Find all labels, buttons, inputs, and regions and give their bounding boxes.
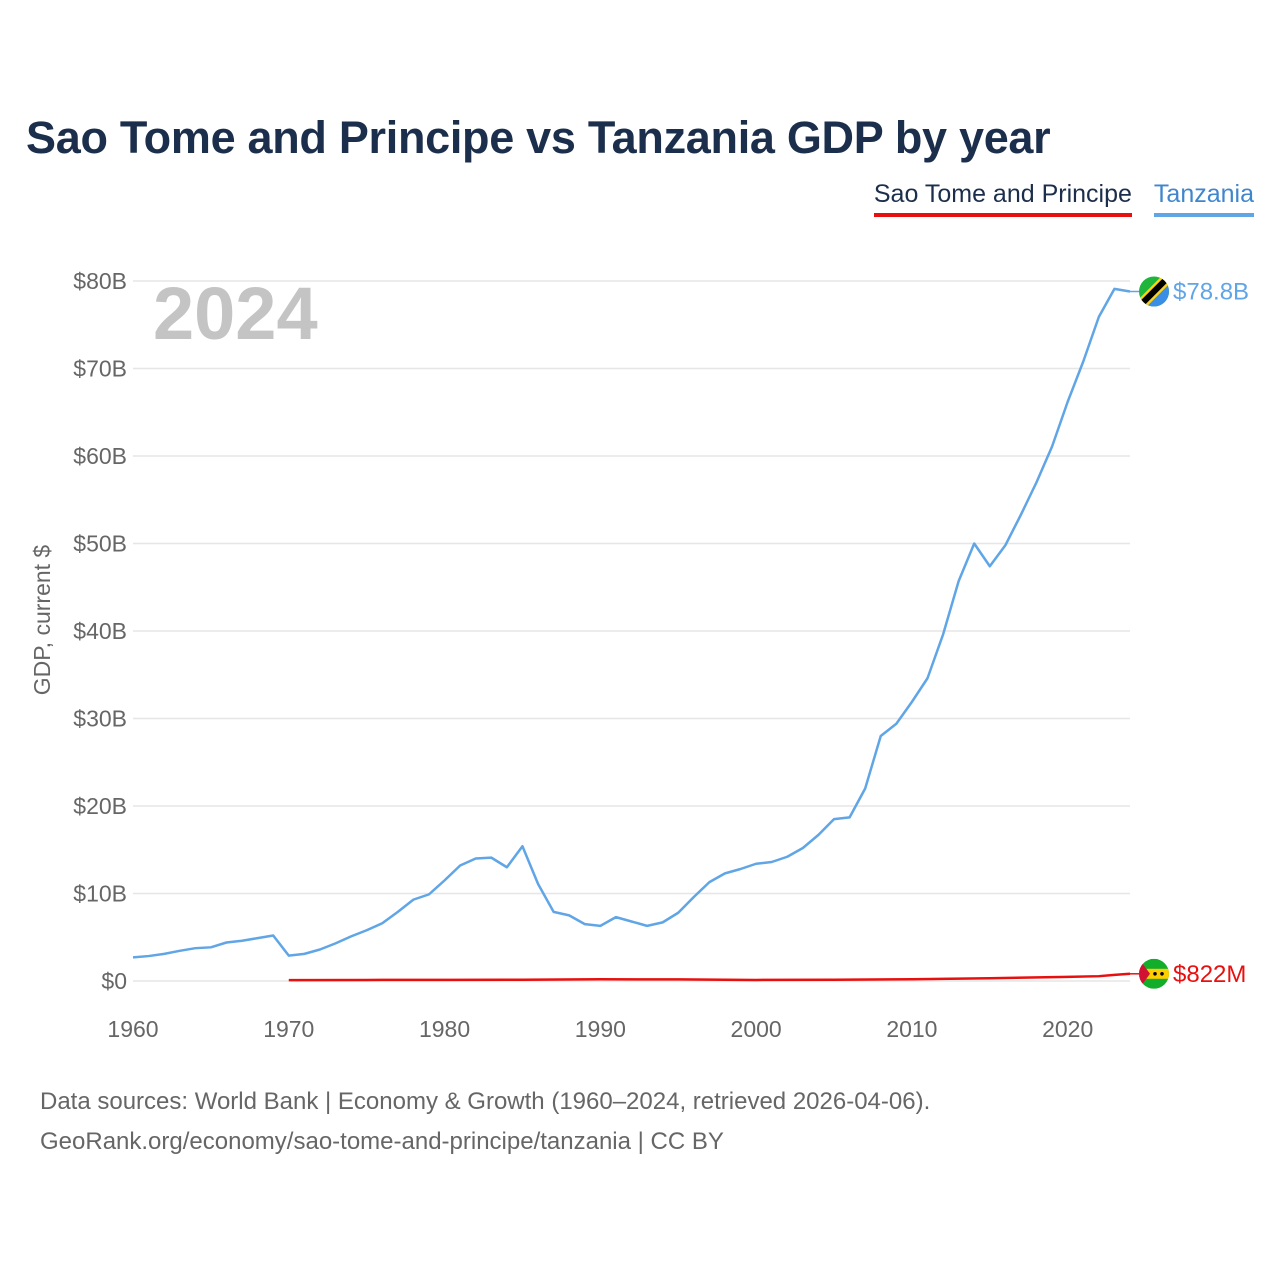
series-lines xyxy=(132,287,1131,982)
y-tick-label: $80B xyxy=(73,268,127,294)
y-tick-label: $0 xyxy=(101,968,127,994)
legend: Sao Tome and Principe Tanzania xyxy=(873,180,1254,217)
footer: Data sources: World Bank | Economy & Gro… xyxy=(40,1082,930,1162)
y-tick-label: $50B xyxy=(73,531,127,557)
year-label: 2024 xyxy=(153,272,318,355)
y-tick-label: $20B xyxy=(73,793,127,819)
y-tick-label: $30B xyxy=(73,706,127,732)
x-tick-label: 2020 xyxy=(1042,1016,1093,1042)
legend-item-sao-tome-and-principe[interactable]: Sao Tome and Principe xyxy=(873,180,1132,217)
y-tick-label: $40B xyxy=(73,618,127,644)
x-axis-ticks: 1960 1970 1980 1990 2000 2010 2020 xyxy=(107,1016,1093,1042)
x-tick-label: 1960 xyxy=(107,1016,158,1042)
y-tick-label: $60B xyxy=(73,443,127,469)
end-markers: $78.8B $822M xyxy=(1130,276,1249,989)
footer-link[interactable]: GeoRank.org/economy/sao-tome-and-princip… xyxy=(40,1128,724,1155)
y-axis-label: GDP, current $ xyxy=(29,545,55,696)
grid-lines xyxy=(133,280,1130,982)
x-tick-label: 2010 xyxy=(886,1016,937,1042)
end-value-label-tanzania: $78.8B xyxy=(1173,279,1249,306)
tanzania-flag-icon xyxy=(1139,276,1169,307)
x-tick-label: 1970 xyxy=(263,1016,314,1042)
x-tick-label: 1980 xyxy=(419,1016,470,1042)
page-title: Sao Tome and Principe vs Tanzania GDP by… xyxy=(26,112,1051,163)
y-tick-label: $10B xyxy=(73,881,127,907)
x-tick-label: 2000 xyxy=(731,1016,782,1042)
legend-item-tanzania[interactable]: Tanzania xyxy=(1153,180,1254,217)
y-tick-label: $70B xyxy=(73,356,127,382)
sao-tome-and-principe-flag-icon xyxy=(1139,958,1169,989)
footer-sources: Data sources: World Bank | Economy & Gro… xyxy=(40,1088,931,1115)
y-axis-ticks: $0 $10B $20B $30B $40B $50B $60B $70B $80B xyxy=(73,268,127,994)
series-line-sao-tome-and-principe[interactable] xyxy=(288,972,1131,982)
x-tick-label: 1990 xyxy=(575,1016,626,1042)
end-value-label-sao-tome-and-principe: $822M xyxy=(1173,961,1246,988)
series-line-tanzania[interactable] xyxy=(132,287,1131,959)
